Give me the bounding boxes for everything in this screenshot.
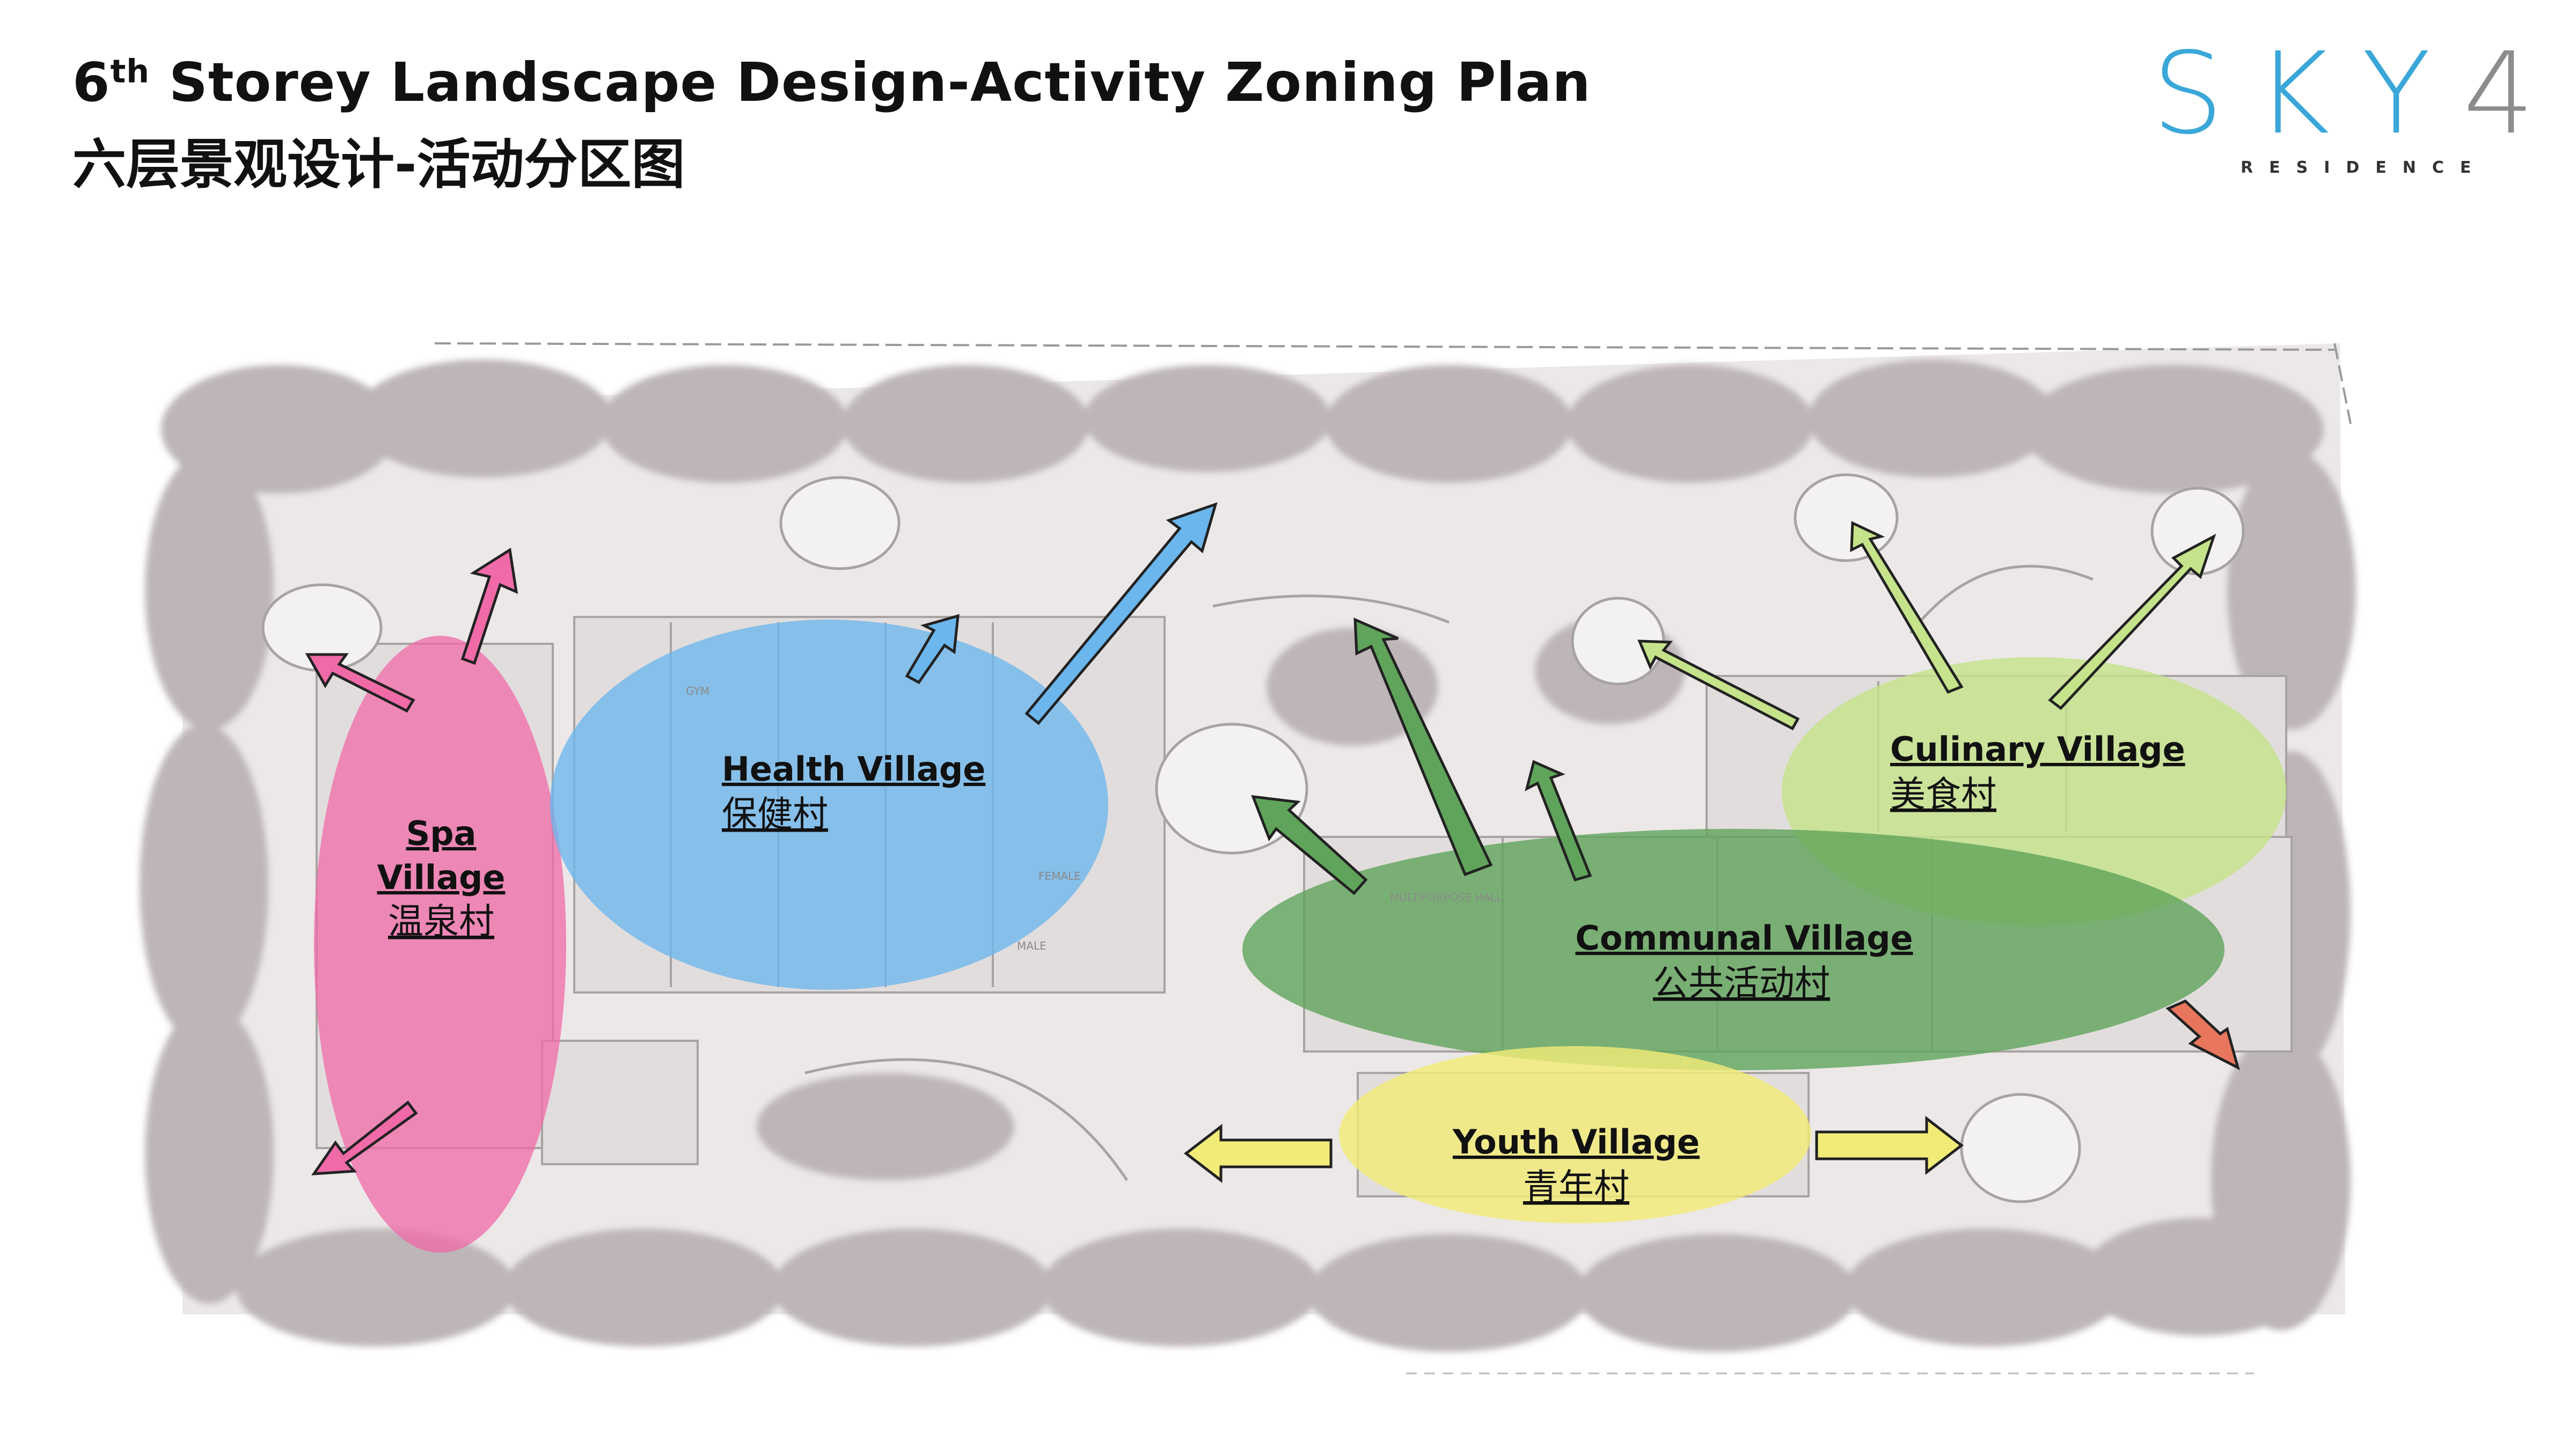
- logo-number: 48: [2463, 28, 2576, 159]
- culinary-arrow-2: [1850, 521, 1964, 694]
- youth-arrow-left: [1183, 1123, 1333, 1183]
- spa-arrow-down: [311, 1100, 418, 1175]
- communal-arrow-1: [1251, 795, 1368, 895]
- female-label: FEMALE: [1038, 870, 1081, 883]
- communal-label-cn: 公共活动村: [1653, 962, 1830, 1004]
- health-arrow-small: [905, 614, 960, 685]
- logo-wordmark: SKY48: [2152, 38, 2576, 150]
- spa-label-cn: 温泉村: [388, 901, 494, 942]
- title-superscript: th: [110, 53, 150, 91]
- sky48-logo: SKY48 RESIDENCE: [2152, 38, 2576, 182]
- spa-arrow-up: [460, 547, 518, 665]
- zone-overlays: [314, 620, 2286, 1253]
- page-title: 6th Storey Landscape Design-Activity Zon…: [72, 51, 1591, 114]
- logo-sky: SKY: [2152, 28, 2463, 159]
- youth-label: Youth Village: [1452, 1122, 1700, 1161]
- title-text: Storey Landscape Design-Activity Zoning …: [150, 51, 1591, 114]
- spa-label-line1: Spa: [406, 814, 477, 853]
- communal-arrow-3: [1525, 760, 1592, 882]
- spa-label-line2: Village: [377, 858, 506, 897]
- page-title-chinese: 六层景观设计-活动分区图: [72, 133, 685, 196]
- male-label: MALE: [1017, 939, 1046, 952]
- gym-label: GYM: [686, 685, 709, 697]
- culinary-label: Culinary Village: [1890, 730, 2185, 769]
- title-prefix: 6: [72, 51, 111, 114]
- health-arrow-long: [1024, 502, 1218, 725]
- culinary-arrow-1: [1637, 639, 1800, 731]
- communal-village-zone[interactable]: [1242, 829, 2224, 1070]
- youth-label-cn: 青年村: [1523, 1166, 1629, 1208]
- logo-residence: RESIDENCE: [2241, 158, 2487, 177]
- youth-arrow-right: [1815, 1115, 1964, 1175]
- culinary-arrow-3: [2048, 533, 2216, 710]
- communal-arrow-4: [2165, 999, 2240, 1070]
- youth-village-zone[interactable]: [1339, 1046, 1811, 1223]
- health-village-zone[interactable]: [550, 620, 1108, 990]
- health-label-cn: 保健村: [722, 793, 828, 835]
- communal-arrow-2: [1353, 617, 1493, 877]
- health-label: Health Village: [722, 749, 985, 789]
- direction-arrows: [305, 502, 2240, 1183]
- spa-arrow-left: [305, 653, 415, 713]
- communal-label: Communal Village: [1575, 918, 1913, 958]
- culinary-label-cn: 美食村: [1890, 774, 1996, 815]
- multipurpose-label: MULTIPURPOSE HALL: [1390, 891, 1503, 904]
- spa-village-zone[interactable]: [314, 636, 566, 1253]
